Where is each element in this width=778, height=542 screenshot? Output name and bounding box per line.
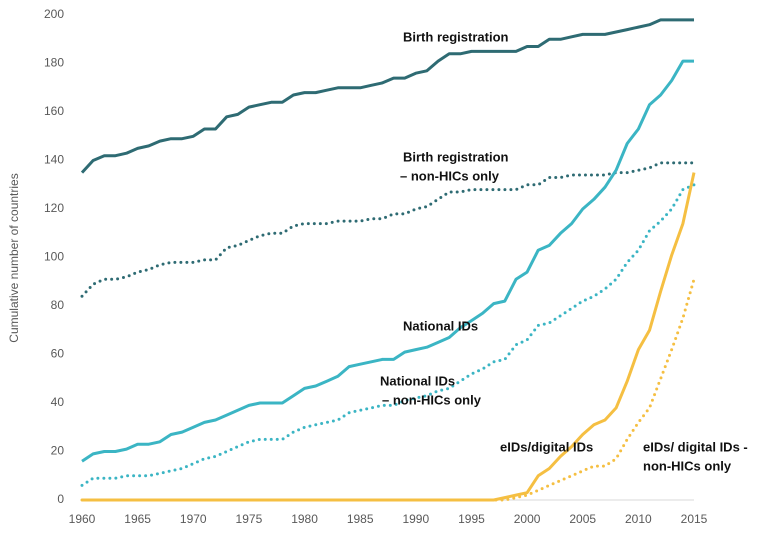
x-tick-label: 2015 bbox=[681, 512, 708, 526]
x-tick-label: 2005 bbox=[569, 512, 596, 526]
series-annotation: non-HICs only bbox=[643, 458, 732, 473]
y-tick-label: 140 bbox=[44, 153, 64, 167]
y-tick-label: 180 bbox=[44, 56, 64, 70]
series-annotation: eIDs/digital IDs bbox=[500, 439, 593, 454]
series-annotation: National IDs bbox=[380, 373, 455, 388]
x-tick-label: 1985 bbox=[347, 512, 374, 526]
series-annotation: National IDs bbox=[403, 318, 478, 333]
x-tick-label: 1965 bbox=[124, 512, 151, 526]
y-tick-label: 60 bbox=[51, 347, 65, 361]
y-tick-label: 120 bbox=[44, 201, 64, 215]
series-annotation: – non-HICs only bbox=[400, 168, 500, 183]
series-line bbox=[80, 277, 696, 502]
y-tick-label: 0 bbox=[57, 492, 64, 506]
series-line bbox=[82, 172, 696, 502]
y-axis-label: Cumulative number of countries bbox=[7, 173, 21, 342]
x-tick-label: 1995 bbox=[458, 512, 485, 526]
x-tick-label: 1975 bbox=[236, 512, 263, 526]
series-annotation: Birth registration bbox=[403, 149, 509, 164]
x-tick-label: 2010 bbox=[625, 512, 652, 526]
series-annotation: Birth registration bbox=[403, 29, 509, 44]
series-line bbox=[80, 18, 694, 174]
y-tick-label: 200 bbox=[44, 7, 64, 21]
series-annotation: eIDs/ digital IDs - bbox=[643, 439, 748, 454]
y-tick-label: 100 bbox=[44, 250, 64, 264]
x-tick-label: 2000 bbox=[514, 512, 541, 526]
series-line bbox=[80, 183, 696, 487]
series-line bbox=[80, 161, 696, 298]
y-tick-label: 160 bbox=[44, 104, 64, 118]
y-tick-label: 80 bbox=[51, 298, 65, 312]
x-tick-label: 1980 bbox=[291, 512, 318, 526]
x-tick-label: 1990 bbox=[402, 512, 429, 526]
x-tick-label: 1960 bbox=[69, 512, 96, 526]
series-annotation: – non-HICs only bbox=[382, 392, 482, 407]
series-line bbox=[81, 59, 694, 463]
x-tick-label: 1970 bbox=[180, 512, 207, 526]
y-tick-label: 20 bbox=[51, 444, 65, 458]
y-tick-label: 40 bbox=[51, 395, 65, 409]
